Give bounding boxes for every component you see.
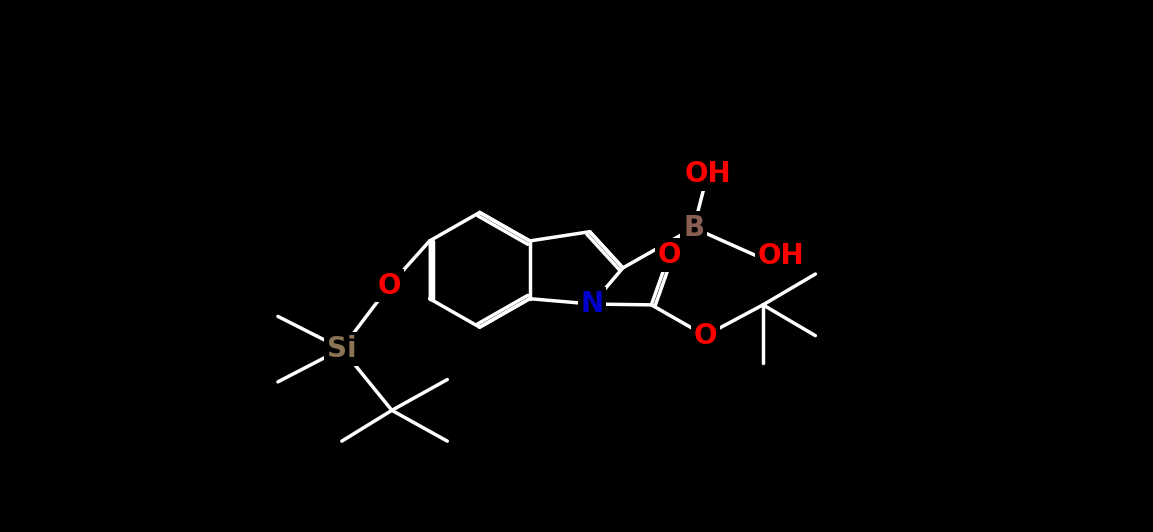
Text: B: B — [683, 214, 704, 242]
Text: O: O — [693, 322, 717, 350]
Text: N: N — [580, 290, 604, 318]
Text: OH: OH — [684, 160, 731, 188]
Text: OH: OH — [758, 243, 805, 270]
Text: O: O — [657, 241, 680, 269]
Text: O: O — [378, 272, 401, 300]
Text: Si: Si — [327, 335, 356, 363]
